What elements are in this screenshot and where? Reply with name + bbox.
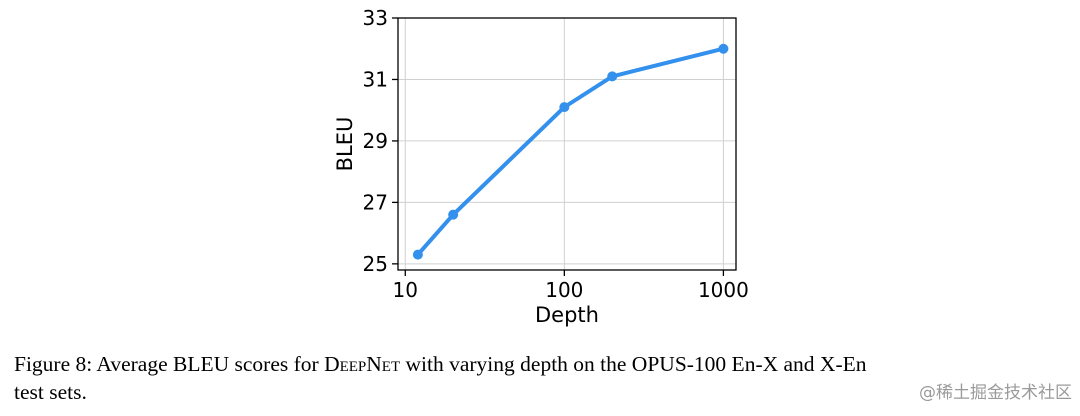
tick-layer: 10 100 1000 25 27 29 31 33 [363, 6, 749, 302]
y-tick-label: 33 [363, 6, 388, 30]
watermark: @稀土掘金技术社区 [919, 383, 1072, 403]
caption-suffix: with varying depth on the OPUS-100 En-X … [405, 352, 867, 376]
caption-prefix: Figure 8: Average BLEU scores for [14, 352, 319, 376]
series-layer [412, 43, 729, 260]
x-tick-label: 100 [545, 278, 583, 302]
caption-model-name: DeepNet [324, 352, 401, 376]
y-tick-label: 27 [363, 190, 388, 214]
y-tick-label: 31 [363, 67, 388, 91]
data-point [412, 249, 423, 260]
data-point [718, 43, 729, 54]
data-point [559, 102, 570, 113]
data-point [448, 209, 459, 220]
plot-frame [397, 17, 737, 271]
y-axis-label: BLEU [333, 117, 357, 172]
grid-layer [398, 17, 736, 270]
x-axis-label: Depth [535, 303, 599, 327]
y-tick-label: 25 [363, 252, 388, 276]
figure-caption: Figure 8: Average BLEU scores for DeepNe… [14, 350, 1074, 406]
x-tick-label: 1000 [698, 278, 749, 302]
bleu-depth-chart: 10 100 1000 25 27 29 31 33 Depth BLEU [333, 6, 749, 327]
data-point [607, 71, 618, 82]
x-tick-label: 10 [393, 278, 418, 302]
caption-line2: test sets. [14, 380, 87, 404]
y-tick-label: 29 [363, 129, 388, 153]
